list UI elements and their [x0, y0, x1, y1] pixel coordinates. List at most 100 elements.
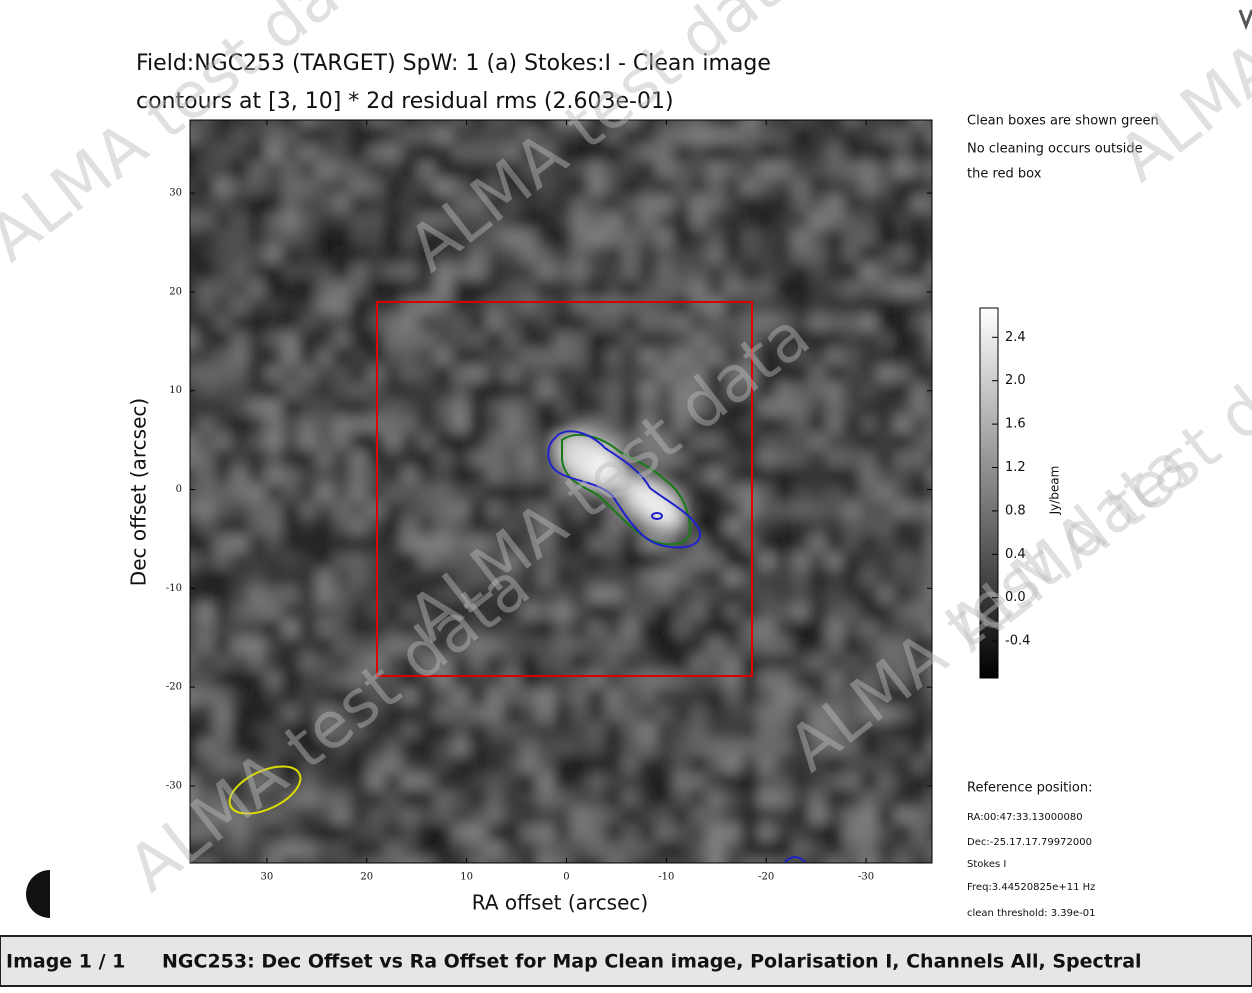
noise-cell	[809, 467, 826, 484]
noise-cell	[639, 161, 656, 178]
noise-cell	[571, 348, 588, 365]
noise-cell	[231, 348, 248, 365]
noise-cell	[741, 518, 758, 535]
noise-cell	[707, 603, 724, 620]
noise-cell	[350, 365, 367, 382]
noise-cell	[639, 195, 656, 212]
noise-cell	[401, 790, 418, 807]
noise-cell	[316, 178, 333, 195]
noise-cell	[843, 178, 860, 195]
noise-cell	[690, 790, 707, 807]
noise-cell	[180, 161, 197, 178]
noise-cell	[248, 841, 265, 858]
noise-cell	[656, 212, 673, 229]
noise-cell	[894, 280, 911, 297]
noise-cell	[401, 841, 418, 858]
noise-cell	[826, 841, 843, 858]
noise-cell	[520, 280, 537, 297]
noise-cell	[367, 195, 384, 212]
noise-cell	[214, 433, 231, 450]
noise-cell	[792, 263, 809, 280]
noise-cell	[741, 824, 758, 841]
noise-cell	[537, 705, 554, 722]
reference-line: RA:00:47:33.13000080	[967, 812, 1083, 823]
noise-cell	[367, 314, 384, 331]
noise-cell	[741, 178, 758, 195]
noise-cell	[690, 824, 707, 841]
noise-cell	[826, 365, 843, 382]
noise-cell	[724, 518, 741, 535]
noise-cell	[826, 501, 843, 518]
noise-cell	[690, 178, 707, 195]
noise-cell	[690, 671, 707, 688]
noise-cell	[197, 586, 214, 603]
noise-cell	[180, 331, 197, 348]
noise-cell	[605, 671, 622, 688]
noise-cell	[622, 246, 639, 263]
noise-cell	[520, 671, 537, 688]
noise-cell	[690, 467, 707, 484]
noise-cell	[333, 297, 350, 314]
noise-cell	[384, 824, 401, 841]
noise-cell	[520, 637, 537, 654]
noise-cell	[911, 450, 928, 467]
noise-cell	[809, 263, 826, 280]
noise-cell	[758, 161, 775, 178]
noise-cell	[401, 807, 418, 824]
noise-cell	[724, 127, 741, 144]
viewer: Field:NGC253 (TARGET) SpW: 1 (a) Stokes:…	[0, 0, 1252, 989]
noise-cell	[622, 603, 639, 620]
noise-cell	[316, 858, 333, 875]
noise-cell	[503, 280, 520, 297]
noise-cell	[197, 739, 214, 756]
noise-cell	[452, 824, 469, 841]
noise-cell	[299, 484, 316, 501]
noise-cell	[316, 603, 333, 620]
noise-cell	[316, 280, 333, 297]
noise-cell	[248, 671, 265, 688]
noise-cell	[588, 178, 605, 195]
noise-cell	[605, 297, 622, 314]
noise-cell	[877, 110, 894, 127]
noise-cell	[588, 195, 605, 212]
noise-cell	[520, 399, 537, 416]
noise-cell	[401, 484, 418, 501]
noise-cell	[282, 297, 299, 314]
noise-cell	[843, 501, 860, 518]
noise-cell	[418, 280, 435, 297]
noise-cell	[367, 790, 384, 807]
noise-cell	[741, 705, 758, 722]
noise-cell	[214, 450, 231, 467]
noise-cell	[197, 467, 214, 484]
noise-cell	[673, 263, 690, 280]
noise-cell	[435, 739, 452, 756]
noise-cell	[588, 671, 605, 688]
noise-cell	[724, 722, 741, 739]
noise-cell	[809, 178, 826, 195]
noise-cell	[911, 331, 928, 348]
noise-cell	[503, 654, 520, 671]
noise-cell	[792, 246, 809, 263]
noise-cell	[299, 671, 316, 688]
y-axis-label: Dec offset (arcsec)	[127, 398, 151, 586]
nav-button[interactable]	[26, 870, 50, 918]
noise-cell	[894, 773, 911, 790]
noise-cell	[231, 314, 248, 331]
noise-cell	[231, 535, 248, 552]
noise-cell	[282, 280, 299, 297]
noise-cell	[435, 773, 452, 790]
noise-cell	[775, 450, 792, 467]
noise-cell	[809, 450, 826, 467]
noise-cell	[333, 569, 350, 586]
noise-cell	[537, 807, 554, 824]
noise-cell	[469, 314, 486, 331]
colorbar-tick-label: 0.8	[1005, 503, 1026, 518]
noise-cell	[282, 484, 299, 501]
noise-cell	[486, 127, 503, 144]
noise-cell	[350, 127, 367, 144]
noise-cell	[401, 467, 418, 484]
noise-cell	[571, 195, 588, 212]
noise-cell	[248, 501, 265, 518]
noise-cell	[435, 297, 452, 314]
noise-cell	[384, 858, 401, 875]
